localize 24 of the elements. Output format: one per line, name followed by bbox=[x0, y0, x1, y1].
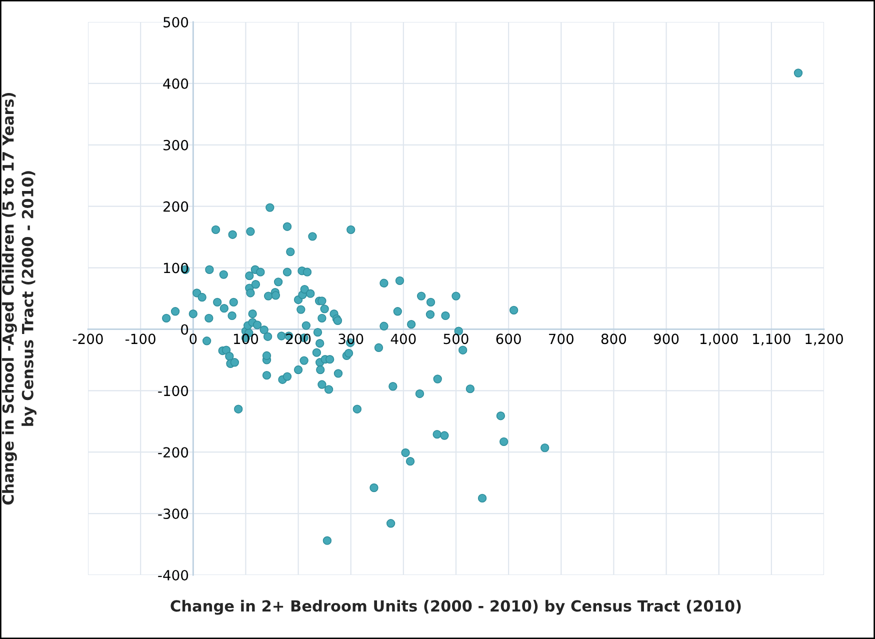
y-tick-label: -100 bbox=[158, 386, 188, 396]
y-axis-title: Change in School -Aged Children (5 to 17 Years) by Census Tract (2000 - 2010) bbox=[2, 92, 36, 505]
y-tick-label: 0 bbox=[181, 324, 188, 335]
x-tick-label: 600 bbox=[496, 334, 521, 344]
x-axis-title: Change in 2+ Bedroom Units (2000 - 2010) by Census Tract (2010) bbox=[170, 600, 741, 615]
x-tick-label: -200 bbox=[72, 334, 103, 344]
y-tick-label: -200 bbox=[158, 447, 188, 458]
x-tick-label: 1,100 bbox=[753, 334, 790, 346]
y-tick-label: -400 bbox=[158, 570, 188, 580]
y-tick-label: -300 bbox=[158, 508, 188, 520]
x-tick-label: 900 bbox=[654, 334, 679, 344]
x-tick-label: 400 bbox=[390, 334, 416, 344]
x-tick-label: 0 bbox=[190, 334, 197, 344]
x-tick-label: 1,000 bbox=[700, 334, 738, 346]
x-tick-label: 800 bbox=[601, 334, 626, 344]
y-tick-label: 200 bbox=[163, 201, 188, 212]
x-tick-label: 1,200 bbox=[806, 334, 843, 346]
x-tick-label: 300 bbox=[338, 334, 364, 344]
x-tick-label: 700 bbox=[549, 334, 574, 344]
x-tick-label: 500 bbox=[444, 334, 468, 344]
y-tick-label: 400 bbox=[163, 78, 188, 89]
y-tick-label: 500 bbox=[164, 16, 188, 28]
y-tick-label: 300 bbox=[164, 140, 188, 150]
x-tick-label: -100 bbox=[125, 334, 156, 344]
